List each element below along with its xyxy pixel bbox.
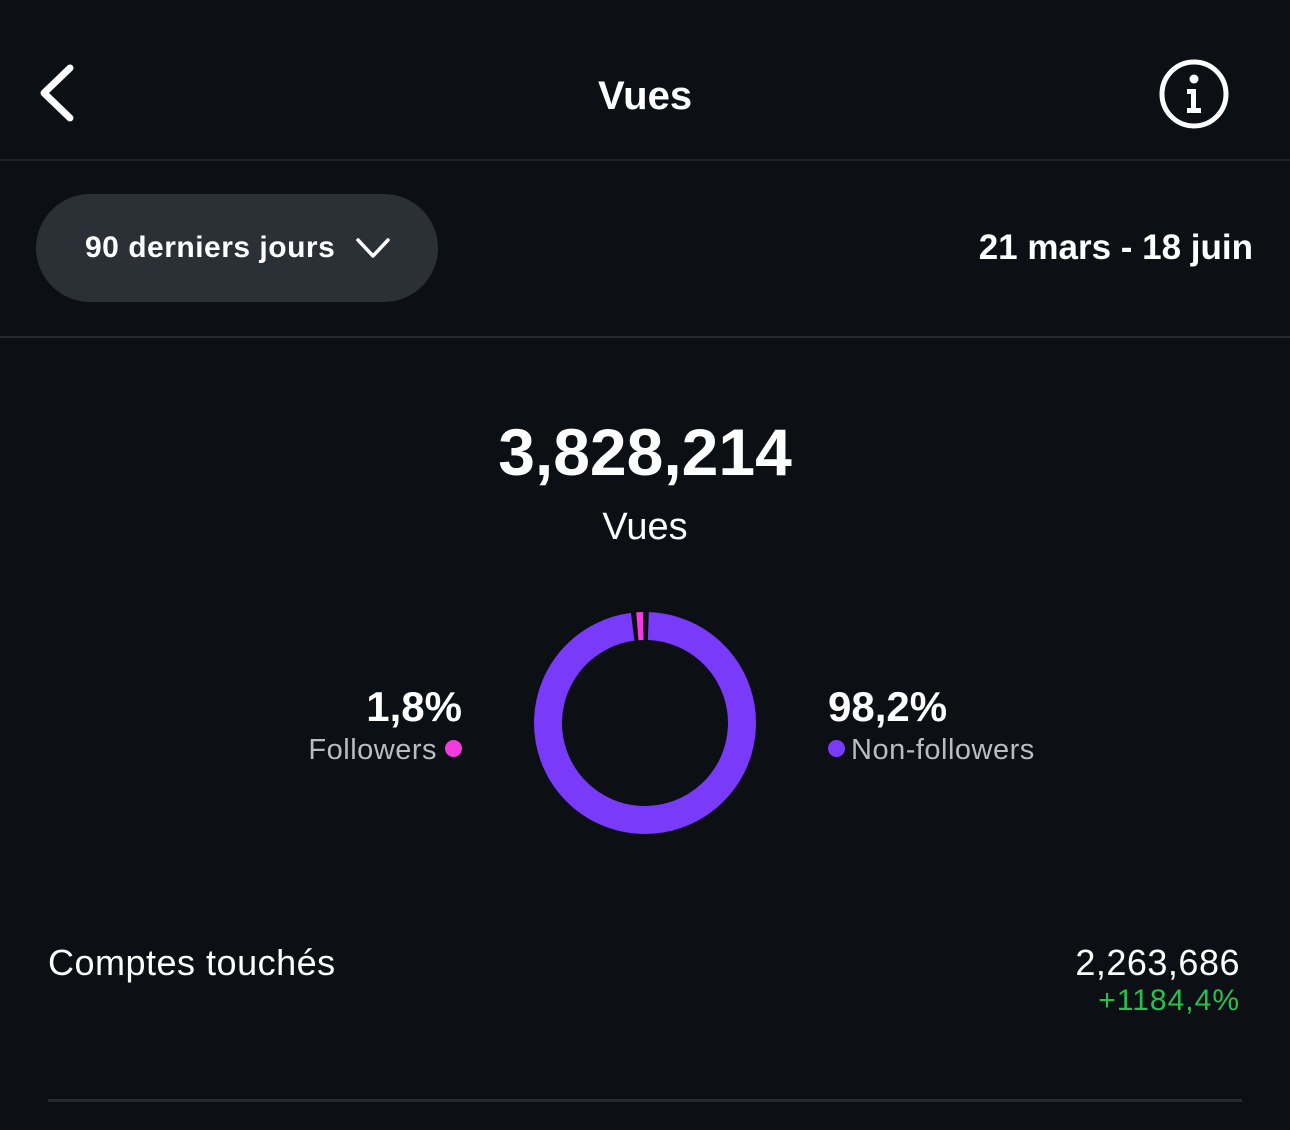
non-followers-label: Non-followers [851, 734, 1035, 766]
followers-percent: 1,8% [366, 683, 462, 730]
non-followers-segment [534, 612, 756, 834]
total-views-value: 3,828,214 [498, 415, 792, 489]
non-followers-color-dot [828, 739, 845, 757]
views-donut-chart [534, 612, 756, 834]
top-bar: Vues [0, 0, 1290, 161]
period-selector[interactable]: 90 derniers jours [36, 194, 438, 302]
accounts-reached-value: 2,263,686 [1075, 942, 1240, 983]
info-icon [1159, 59, 1229, 129]
back-button[interactable] [28, 58, 88, 128]
followers-color-dot [445, 739, 462, 757]
total-views-label: Vues [602, 506, 688, 548]
accounts-reached-label: Comptes touchés [48, 942, 336, 983]
page-title: Vues [597, 74, 693, 118]
section-divider [48, 1099, 1242, 1102]
date-range: 21 mars - 18 juin [978, 228, 1253, 267]
chevron-down-icon [356, 238, 390, 258]
followers-legend: 1,8% Followers [308, 682, 462, 768]
chevron-left-icon [40, 64, 74, 122]
accounts-reached-delta: +1184,4% [1098, 984, 1240, 1017]
non-followers-percent: 98,2% [828, 683, 948, 730]
non-followers-legend: 98,2% Non-followers [828, 682, 1035, 768]
followers-label: Followers [308, 734, 437, 766]
info-button[interactable] [1156, 56, 1232, 132]
filter-bar: 90 derniers jours 21 mars - 18 juin [0, 161, 1290, 338]
period-selector-label: 90 derniers jours [85, 231, 336, 264]
